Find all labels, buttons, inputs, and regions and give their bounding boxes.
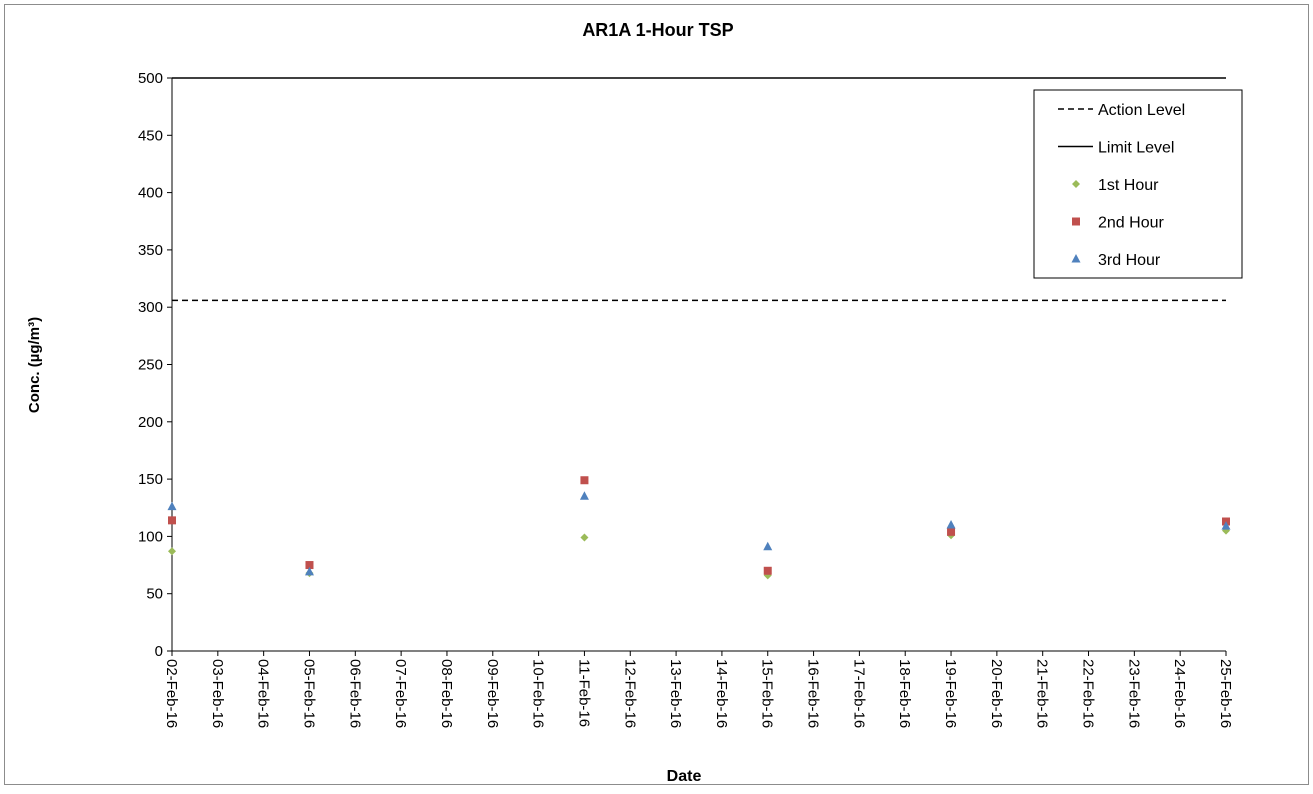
- x-tick-label: 19-Feb-16: [942, 659, 959, 728]
- data-point-series-3: [304, 566, 314, 576]
- y-tick-label: 350: [138, 242, 163, 259]
- reference-lines: [172, 77, 1226, 302]
- y-tick-label: 200: [138, 414, 163, 431]
- data-point-series-2: [763, 566, 772, 575]
- x-tick-label: 23-Feb-16: [1125, 659, 1142, 728]
- legend-label: 3rd Hour: [1098, 252, 1161, 269]
- x-tick-label: 10-Feb-16: [530, 659, 547, 728]
- x-tick-label: 06-Feb-16: [346, 659, 363, 728]
- y-tick-label: 300: [138, 299, 163, 316]
- data-points: [167, 476, 1231, 580]
- legend-label: 1st Hour: [1098, 177, 1159, 194]
- x-tick-label: 16-Feb-16: [805, 659, 822, 728]
- x-axis-ticks: 02-Feb-16 03-Feb-16 04-Feb-16 05-Feb-16 06-F…: [163, 651, 1234, 728]
- x-tick-label: 07-Feb-16: [392, 659, 409, 728]
- x-tick-label: 04-Feb-16: [255, 659, 272, 728]
- legend-swatch-1st-hour: [1072, 180, 1080, 188]
- legend-label: Limit Level: [1098, 140, 1174, 157]
- y-tick-label: 100: [138, 528, 163, 545]
- x-axis-label: Date: [667, 768, 702, 785]
- data-point-series-2: [947, 527, 956, 536]
- x-tick-label: 20-Feb-16: [988, 659, 1005, 728]
- x-tick-label: 03-Feb-16: [209, 659, 226, 728]
- y-axis-label: Conc. (µg/m³): [26, 317, 43, 413]
- x-tick-label: 15-Feb-16: [759, 659, 776, 728]
- x-tick-label: 11-Feb-16: [575, 659, 592, 727]
- data-point-series-3: [946, 519, 956, 529]
- legend-label: Action Level: [1098, 102, 1185, 119]
- x-tick-label: 25-Feb-16: [1217, 659, 1234, 728]
- y-tick-label: 0: [155, 643, 163, 660]
- chart-title: AR1A 1-Hour TSP: [582, 20, 733, 40]
- data-point-series-3: [1221, 521, 1231, 530]
- legend-swatch-2nd-hour: [1072, 217, 1080, 226]
- x-tick-label: 21-Feb-16: [1034, 659, 1051, 728]
- legend: Action Level Limit Level 1st Hour 2nd Hour 3…: [1033, 89, 1243, 279]
- legend-box: [1033, 89, 1243, 279]
- y-tick-label: 50: [146, 586, 163, 603]
- y-tick-label: 400: [138, 185, 163, 202]
- y-tick-label: 500: [138, 70, 163, 87]
- legend-label: 2nd Hour: [1098, 215, 1164, 232]
- y-tick-label: 150: [138, 471, 163, 488]
- x-tick-label: 18-Feb-16: [896, 659, 913, 728]
- data-point-series-2: [580, 476, 589, 485]
- x-tick-label: 22-Feb-16: [1080, 659, 1097, 728]
- x-tick-label: 14-Feb-16: [713, 659, 730, 728]
- x-tick-label: 13-Feb-16: [667, 659, 684, 728]
- x-tick-label: 24-Feb-16: [1171, 659, 1188, 728]
- y-tick-label: 250: [138, 357, 163, 374]
- x-tick-label: 17-Feb-16: [850, 659, 867, 728]
- x-tick-label: 08-Feb-16: [438, 659, 455, 728]
- data-point-series-3: [579, 491, 589, 500]
- x-tick-label: 05-Feb-16: [300, 659, 317, 728]
- data-point-series-3: [167, 501, 177, 511]
- x-tick-label: 02-Feb-16: [163, 659, 180, 728]
- x-tick-label: 12-Feb-16: [621, 659, 638, 728]
- data-point-series-3: [763, 541, 773, 551]
- y-axis-ticks: 0 50 100 150 200 250 300 350 400 450 500: [138, 70, 172, 660]
- data-point-series-2: [168, 516, 176, 525]
- data-point-series-2: [305, 561, 314, 570]
- data-point-series-1: [168, 547, 176, 556]
- legend-swatch-3rd-hour: [1071, 254, 1081, 263]
- y-tick-label: 450: [138, 127, 163, 144]
- data-point-series-1: [580, 533, 589, 542]
- x-tick-label: 09-Feb-16: [484, 659, 501, 728]
